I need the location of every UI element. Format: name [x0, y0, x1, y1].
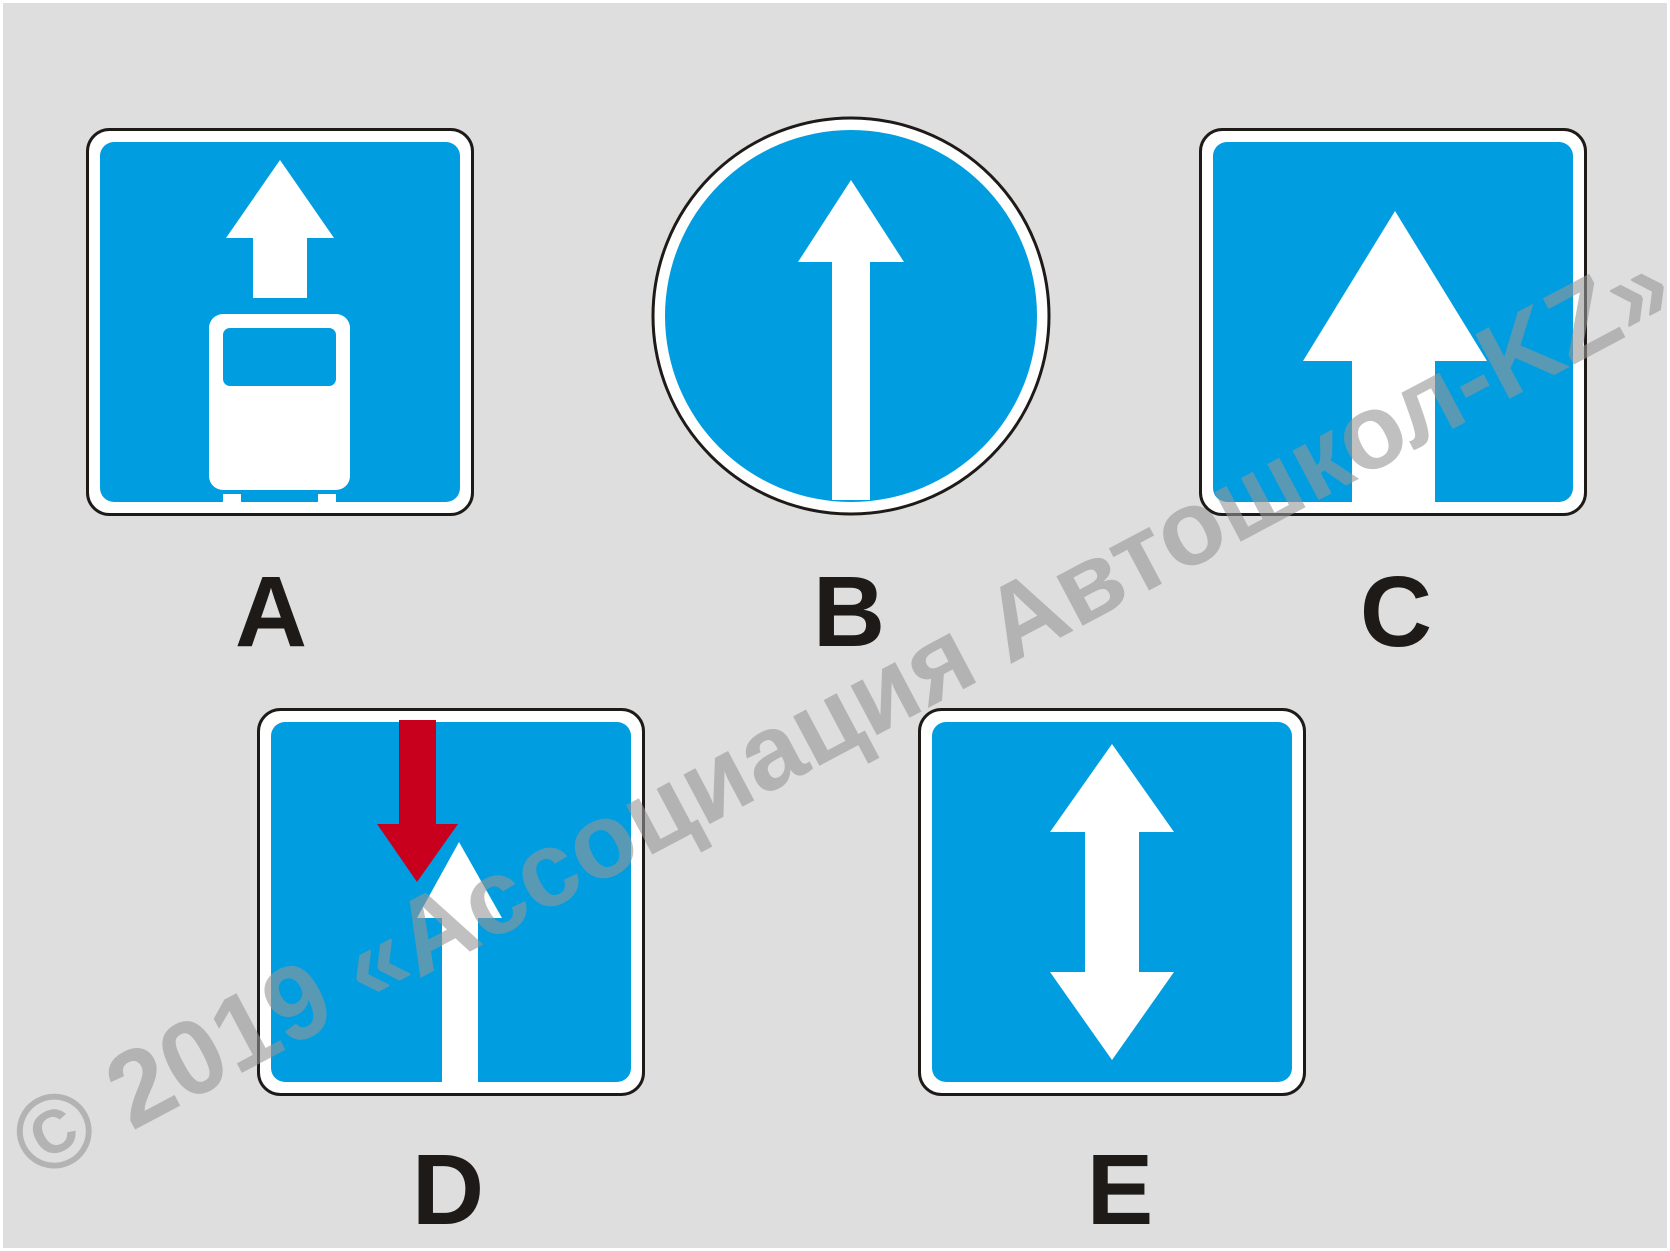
straight-ahead-round-sign: [651, 116, 1051, 516]
down-arrow-red-icon: [377, 720, 458, 882]
up-arrow-icon: [1303, 211, 1487, 502]
sign-label-d: D: [411, 1134, 485, 1246]
up-arrow-icon: [798, 180, 904, 500]
one-way-road-sign: [1199, 128, 1587, 516]
bus-icon: [209, 314, 350, 510]
bus-lane-sign: [86, 128, 474, 516]
two-way-traffic-sign: [918, 708, 1306, 1096]
up-arrow-icon: [226, 160, 334, 298]
sign-label-a: A: [234, 556, 308, 668]
sign-label-b: B: [812, 556, 886, 668]
lane-without-oncoming-priority-sign: [257, 708, 645, 1096]
sign-label-c: C: [1359, 556, 1433, 668]
up-arrow-icon: [417, 842, 502, 1082]
up-down-arrow-icon: [1050, 744, 1174, 1060]
sign-label-e: E: [1086, 1134, 1154, 1246]
